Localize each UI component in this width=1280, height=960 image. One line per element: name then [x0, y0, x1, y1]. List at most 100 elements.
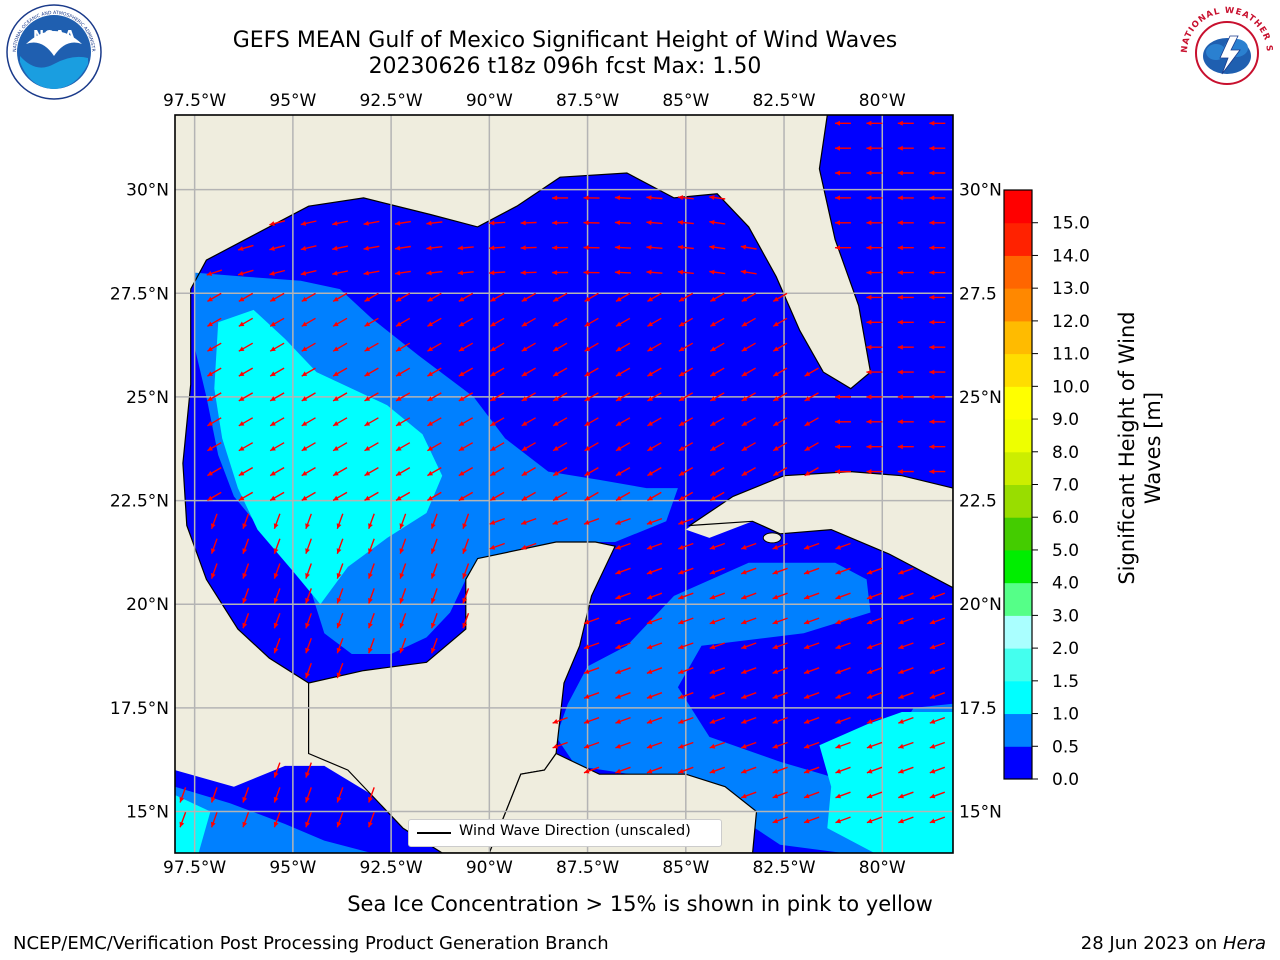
- colorbar-tick-label: 0.0: [1052, 770, 1079, 790]
- map-legend: Wind Wave Direction (unscaled): [408, 819, 722, 847]
- wind-arrowhead: [773, 470, 779, 476]
- wind-arrowhead: [804, 544, 810, 550]
- wind-arrowhead: [898, 768, 904, 774]
- wind-arrowhead: [242, 821, 248, 828]
- colorbar-segment: [1004, 353, 1032, 387]
- wind-arrowhead: [490, 371, 496, 377]
- wind-arrowhead: [364, 421, 371, 426]
- wind-arrowhead: [364, 371, 371, 377]
- wind-arrowhead: [929, 694, 936, 699]
- wind-arrowhead: [179, 796, 185, 803]
- wind-arrowhead: [929, 394, 935, 400]
- wind-arrowhead: [584, 743, 590, 749]
- wind-arrowhead: [709, 669, 716, 674]
- wind-arrowhead: [305, 548, 310, 554]
- wind-arrowhead: [866, 594, 873, 600]
- wind-arrowhead: [395, 220, 401, 226]
- wind-arrowhead: [273, 772, 279, 778]
- wind-arrowhead: [431, 647, 436, 654]
- wind-arrowhead: [207, 321, 213, 327]
- wind-arrowhead: [647, 396, 653, 401]
- colorbar-segment: [1004, 615, 1032, 649]
- colorbar-tick-label: 6.0: [1052, 508, 1079, 528]
- wind-arrowhead: [709, 195, 715, 200]
- footer-right: 28 Jun 2023 on Hera: [1080, 933, 1266, 954]
- wind-arrowhead: [898, 743, 904, 749]
- wind-arrowhead: [207, 396, 213, 401]
- colorbar-segment: [1004, 419, 1032, 453]
- wind-arrowhead: [709, 594, 716, 600]
- wind-arrowhead: [301, 446, 308, 451]
- wind-arrowhead: [897, 419, 903, 425]
- wind-arrowhead: [273, 597, 279, 604]
- wind-arrowhead: [458, 470, 465, 476]
- wind-arrowhead: [804, 793, 810, 799]
- wind-arrowhead: [773, 421, 779, 426]
- wind-arrowhead: [646, 220, 652, 226]
- wind-arrowhead: [678, 346, 685, 352]
- wind-arrowhead: [677, 195, 684, 201]
- wind-arrowhead: [426, 270, 432, 276]
- wind-arrowhead: [364, 396, 371, 401]
- colorbar: 0.0 0.5 1.0 1.5 2.0 3.0 4.0 5.0 6.0 7.0 8.0 9.0 10.0…: [1003, 189, 1090, 790]
- wind-arrowhead: [583, 245, 589, 251]
- wind-arrowhead: [741, 346, 748, 352]
- wind-arrowhead: [273, 796, 279, 803]
- wind-arrowhead: [333, 396, 339, 401]
- wind-arrowhead: [773, 396, 779, 401]
- wind-arrowhead: [615, 694, 621, 699]
- wind-arrowhead: [238, 371, 245, 377]
- wind-arrowhead: [835, 120, 840, 126]
- wind-arrowhead: [242, 523, 248, 529]
- wind-arrowhead: [772, 619, 779, 625]
- wind-arrowhead: [741, 743, 747, 749]
- wind-arrowhead: [835, 669, 841, 674]
- wind-arrowhead: [399, 647, 405, 654]
- wind-arrowhead: [647, 495, 653, 501]
- wind-arrowhead: [269, 221, 275, 226]
- wind-arrowhead: [270, 446, 276, 451]
- wind-arrowhead: [584, 495, 591, 501]
- wind-arrowhead: [898, 619, 904, 625]
- wind-arrowhead: [866, 569, 873, 575]
- wind-arrowhead: [804, 818, 810, 824]
- svg-text:NOAA: NOAA: [33, 29, 75, 44]
- wind-arrowhead: [898, 818, 904, 824]
- wind-arrowhead: [207, 495, 213, 501]
- wind-arrowhead: [368, 548, 373, 554]
- wind-arrowhead: [238, 421, 245, 426]
- wind-arrowhead: [462, 523, 468, 529]
- wind-arrowhead: [772, 644, 779, 650]
- lon-label-bottom: 82.5°W: [752, 858, 815, 878]
- wind-arrowhead: [584, 396, 591, 401]
- wind-arrowhead: [678, 321, 685, 327]
- wind-arrowhead: [333, 346, 339, 352]
- wind-arrowhead: [207, 296, 213, 302]
- wind-arrowhead: [647, 470, 653, 476]
- wind-arrowhead: [866, 245, 872, 251]
- wind-arrowhead: [368, 647, 373, 654]
- wind-arrowhead: [333, 495, 339, 501]
- legend-line-swatch: [417, 832, 451, 834]
- lon-label-top: 80°W: [859, 91, 906, 111]
- wind-arrowhead: [898, 569, 904, 575]
- wind-arrowhead: [305, 796, 310, 803]
- lat-label-left: 15°N: [126, 803, 169, 823]
- wind-arrowhead: [835, 818, 841, 824]
- wind-arrowhead: [678, 396, 685, 401]
- footer-host: Hera: [1222, 933, 1266, 954]
- wind-arrowhead: [336, 523, 342, 529]
- wind-arrowhead: [210, 573, 216, 579]
- wind-arrowhead: [897, 394, 903, 400]
- wind-arrowhead: [583, 220, 589, 226]
- lon-label-bottom: 97.5°W: [163, 858, 226, 878]
- wind-arrowhead: [866, 120, 872, 126]
- wind-arrowhead: [709, 244, 715, 250]
- wind-arrowhead: [584, 446, 591, 451]
- wind-arrowhead: [866, 344, 872, 350]
- wind-arrowhead: [616, 321, 622, 327]
- wind-arrowhead: [741, 669, 747, 674]
- wind-arrowhead: [457, 270, 463, 276]
- wind-arrowhead: [866, 419, 872, 425]
- wind-arrowhead: [897, 344, 903, 350]
